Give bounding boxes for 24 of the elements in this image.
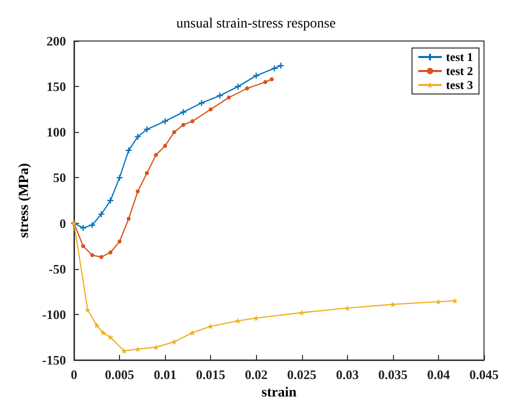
x-tick-label: 0 [70, 367, 78, 382]
x-tick-label: 0.03 [336, 367, 360, 382]
y-tick-label: 0 [60, 216, 66, 231]
x-axis-title: strain [262, 385, 297, 400]
y-tick-label: 100 [46, 124, 66, 140]
y-tick-label: -100 [42, 306, 66, 322]
y-axis-title: stress (MPa) [16, 162, 32, 238]
x-tick-label: 0.01 [154, 367, 176, 382]
y-tick-label: -50 [48, 261, 66, 276]
x-tick-label: 0.005 [104, 367, 135, 382]
x-tick-label: 0.025 [287, 367, 317, 382]
x-tick-label: 0.02 [244, 367, 268, 382]
legend-label: test 2 [446, 64, 474, 78]
y-tick-label: 50 [53, 170, 66, 186]
x-tick-label: 0.035 [378, 367, 408, 382]
y-tick-label: 200 [46, 34, 66, 48]
legend-label: test 3 [446, 78, 474, 92]
chart-title: unsual strain-stress response [176, 16, 336, 32]
legend-label: test 1 [446, 50, 474, 64]
x-tick-label: 0.045 [469, 367, 500, 382]
y-tick-label: 150 [46, 79, 66, 94]
y-tick-label: -150 [42, 352, 66, 368]
x-tick-label: 0.04 [427, 367, 450, 382]
x-tick-label: 0.015 [196, 367, 226, 382]
